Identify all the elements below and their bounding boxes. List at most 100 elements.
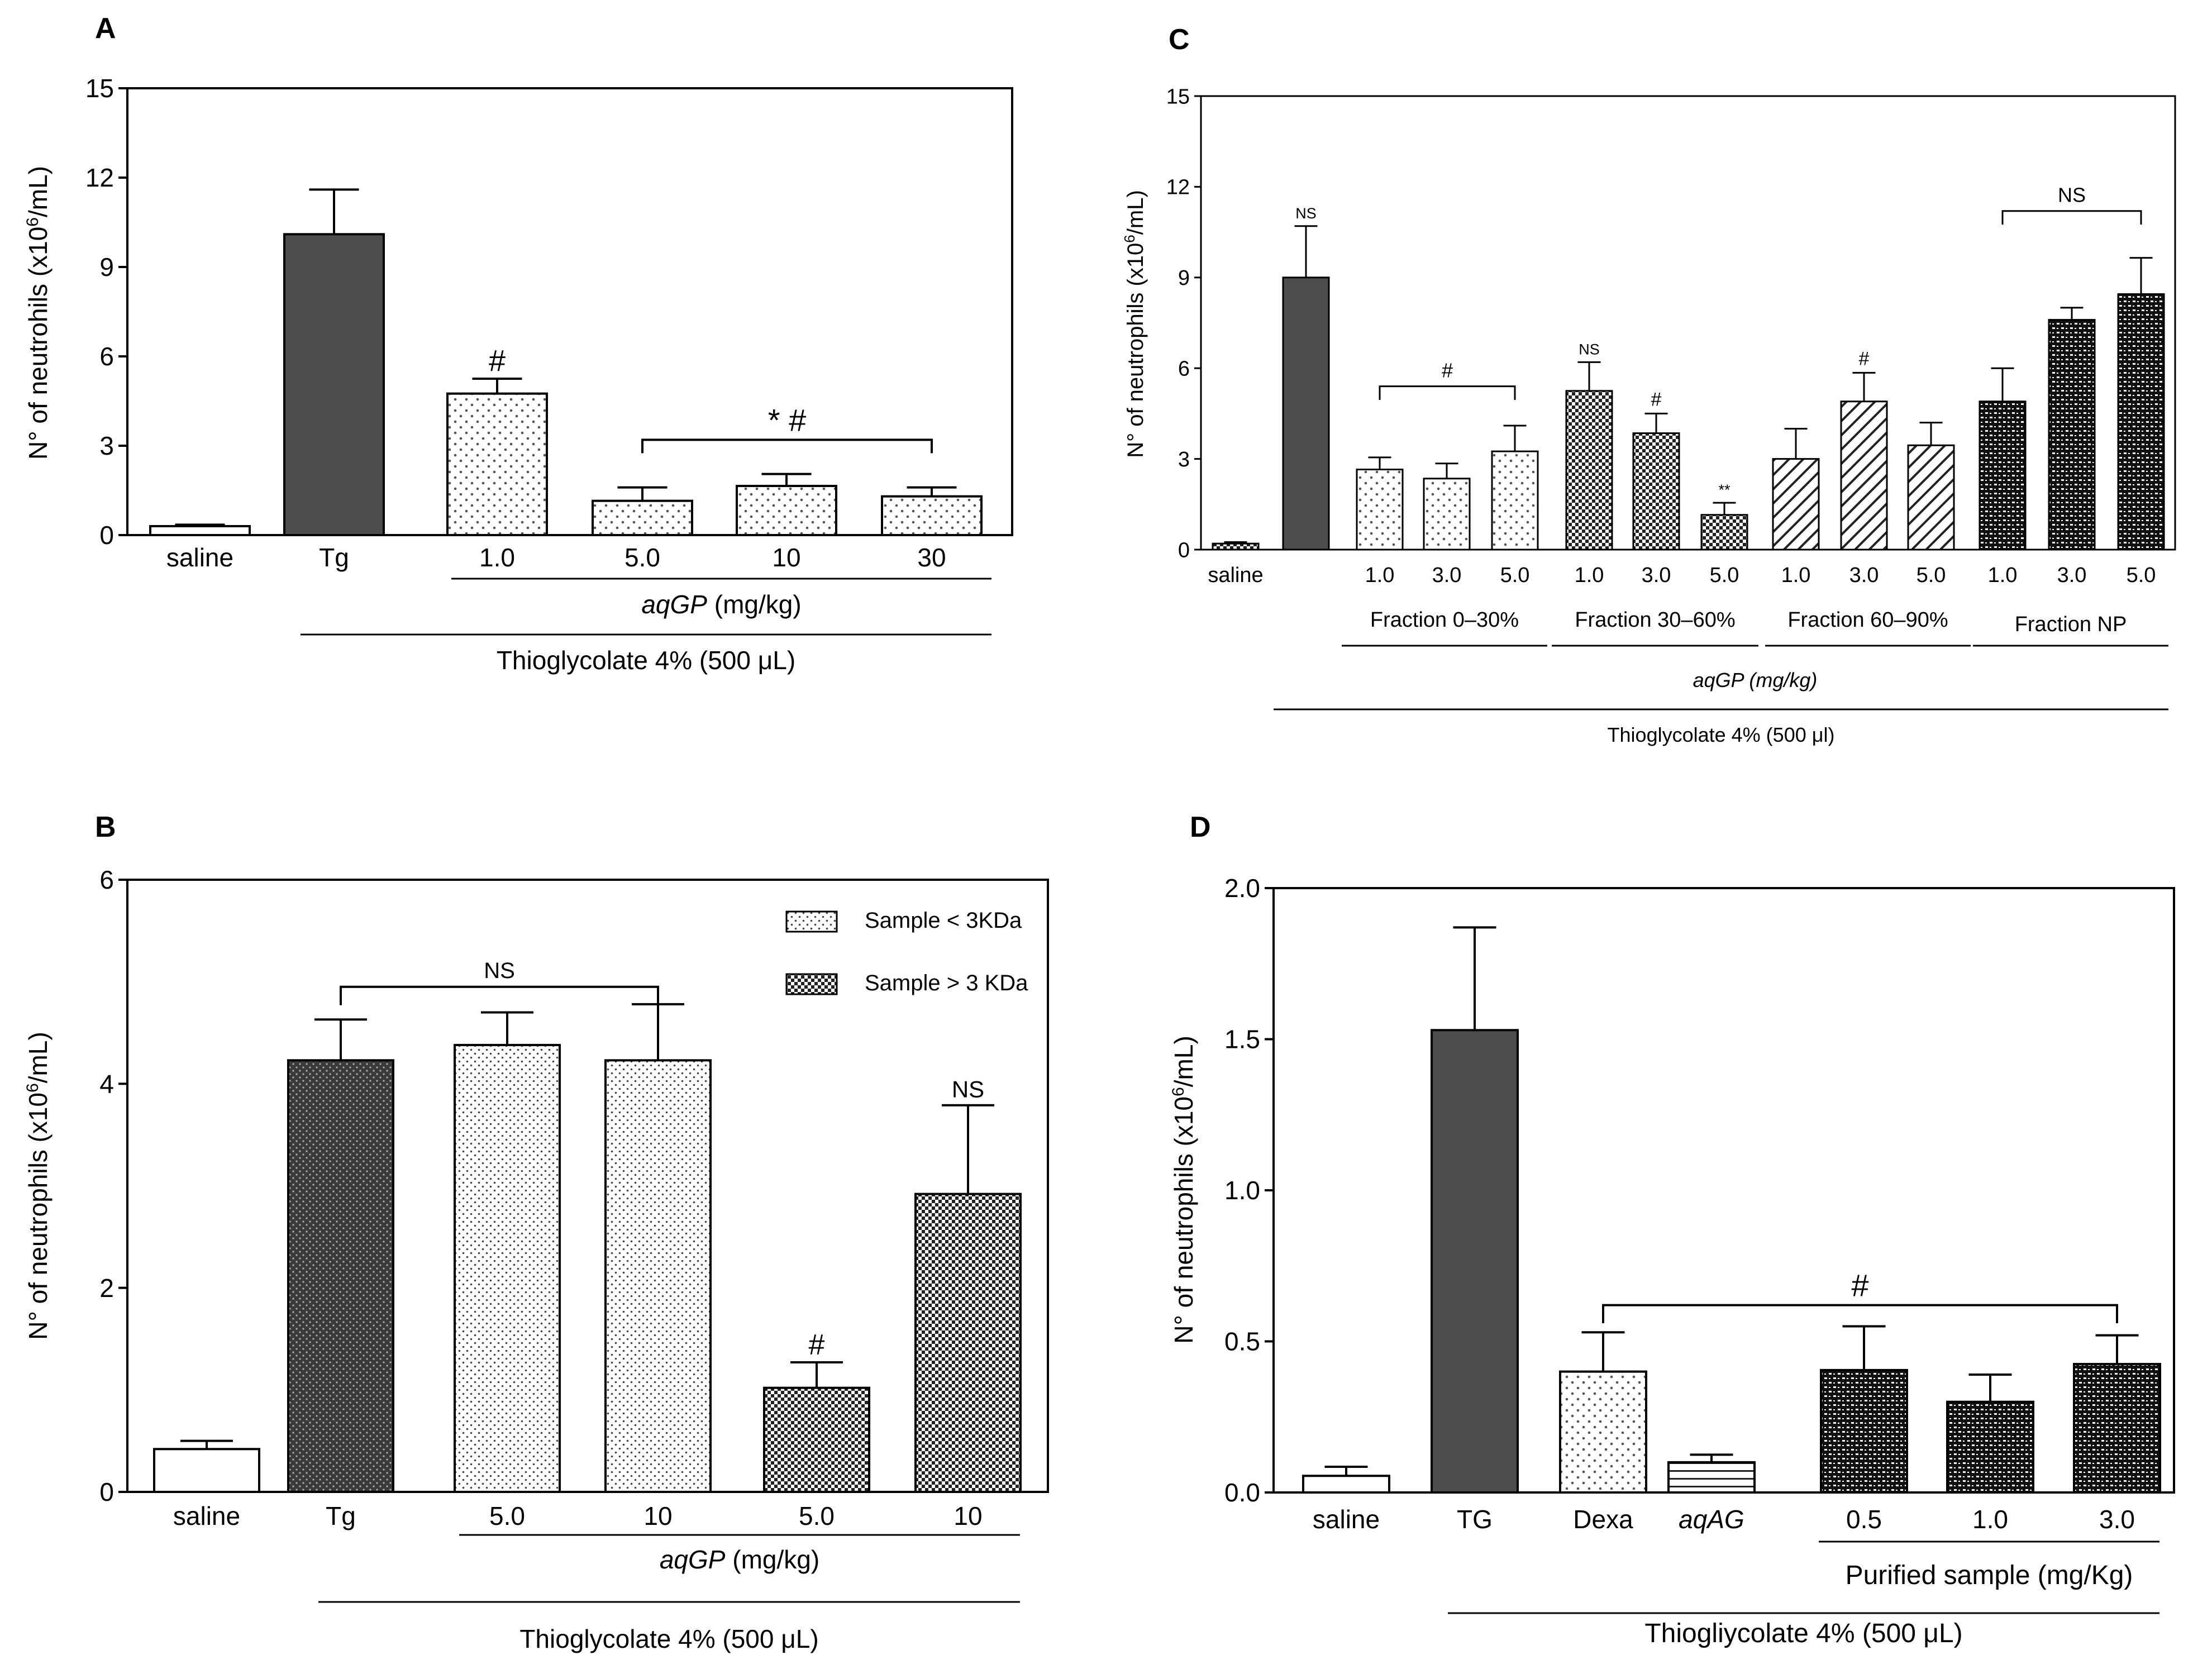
y-axis-label-superscript: 6 bbox=[23, 217, 42, 227]
y-tick-label: 12 bbox=[1166, 176, 1190, 199]
bar bbox=[283, 233, 385, 537]
x-tick-label: 5.0 bbox=[1500, 564, 1530, 587]
y-axis-label: N° of neutrophils (x106/mL) bbox=[23, 1032, 53, 1340]
y-axis-label-tail: /mL) bbox=[23, 1032, 53, 1083]
x-tick-label: 1.0 bbox=[1365, 564, 1395, 587]
y-tick-label: 0.5 bbox=[1224, 1327, 1260, 1356]
bar bbox=[1840, 400, 1888, 551]
group-label-text: (mg/kg) bbox=[725, 1545, 819, 1574]
x-tick-label: 10 bbox=[643, 1501, 672, 1530]
legend-label: Sample > 3 KDa bbox=[865, 971, 1028, 995]
y-tick-label: 1.5 bbox=[1224, 1025, 1260, 1054]
bar bbox=[881, 495, 983, 537]
group-label: aqGP (mg/kg) bbox=[1693, 669, 1818, 691]
x-tick-label: 5.0 bbox=[1917, 564, 1946, 587]
bar bbox=[914, 1193, 1022, 1493]
bar bbox=[1772, 458, 1820, 551]
bar bbox=[1212, 542, 1260, 551]
bar-annotation: ** bbox=[1718, 481, 1730, 498]
x-tick-label: saline bbox=[1313, 1505, 1380, 1534]
group-label-italic: aqGP bbox=[660, 1545, 726, 1574]
y-tick-label: 2 bbox=[99, 1274, 114, 1303]
bar bbox=[1700, 514, 1748, 551]
bar bbox=[1565, 390, 1613, 551]
y-axis-label: N° of neutrophils (x106/mL) bbox=[1121, 190, 1148, 458]
y-axis-label-tail: /mL) bbox=[1123, 190, 1148, 235]
y-tick-label: 15 bbox=[1166, 85, 1190, 108]
bar bbox=[153, 1448, 260, 1494]
bar bbox=[592, 499, 693, 537]
y-axis-label-tail: /mL) bbox=[1169, 1036, 1198, 1087]
group-label: Thioglycolate 4% (500 μl) bbox=[1608, 723, 1835, 746]
y-tick-label: 12 bbox=[85, 163, 114, 192]
panel-letter-d: D bbox=[1190, 811, 1211, 843]
x-tick-label: Tg bbox=[319, 543, 349, 572]
group-label-italic: aqGP (mg/kg) bbox=[1693, 669, 1818, 691]
bar bbox=[149, 525, 251, 536]
bar-annotation: # bbox=[489, 344, 506, 378]
bar-annotation: # bbox=[809, 1329, 825, 1361]
panel-letter-a: A bbox=[95, 12, 116, 45]
y-tick-label: 0 bbox=[1178, 538, 1190, 562]
y-axis-label-tail: /mL) bbox=[23, 166, 53, 217]
bar bbox=[2048, 319, 2096, 551]
x-tick-label: saline bbox=[173, 1501, 240, 1530]
x-tick-label: 1.0 bbox=[1781, 564, 1811, 587]
bar bbox=[2073, 1363, 2161, 1494]
bar-annotation: NS bbox=[1295, 205, 1317, 222]
group-label: Thiogliycolate 4% (500 μL) bbox=[1644, 1619, 1962, 1648]
bracket-label: # bbox=[1442, 359, 1453, 382]
y-axis-label-superscript: 6 bbox=[1169, 1087, 1188, 1096]
bar bbox=[1356, 469, 1404, 551]
bracket-label: NS bbox=[484, 958, 515, 983]
bar bbox=[1820, 1368, 1908, 1494]
x-tick-label: 5.0 bbox=[489, 1501, 525, 1530]
bar bbox=[1907, 444, 1955, 551]
group-label: Fraction NP bbox=[2015, 613, 2127, 636]
y-axis-label-superscript: 6 bbox=[23, 1083, 42, 1093]
y-tick-label: 6 bbox=[1178, 357, 1190, 381]
bar bbox=[763, 1386, 870, 1493]
y-tick-label: 6 bbox=[99, 342, 114, 371]
group-label: Fraction 0–30% bbox=[1370, 608, 1519, 632]
x-tick-label: 3.0 bbox=[1642, 564, 1671, 587]
group-label: Purified sample (mg/Kg) bbox=[1846, 1561, 2133, 1590]
x-tick-label: 5.0 bbox=[799, 1501, 835, 1530]
plot-frame bbox=[1272, 887, 2175, 1494]
bar-annotation: # bbox=[1651, 389, 1662, 410]
x-tick-label: 5.0 bbox=[1710, 564, 1739, 587]
bar bbox=[1632, 432, 1680, 551]
group-label: Fraction 60–90% bbox=[1787, 608, 1948, 632]
significance-bracket bbox=[2001, 210, 2142, 225]
group-label-text: Thioglycolate 4% (500 μL) bbox=[497, 646, 795, 675]
plot-frame bbox=[126, 879, 1049, 1493]
y-axis-label: N° of neutrohils (x106/mL) bbox=[23, 166, 53, 460]
bar bbox=[604, 1059, 712, 1493]
x-tick-label: aqAG bbox=[1679, 1505, 1744, 1534]
group-label-text: Fraction 30–60% bbox=[1575, 608, 1735, 632]
y-axis-label: N° of neutrophils (x106/mL) bbox=[1169, 1036, 1199, 1344]
x-tick-label: 3.0 bbox=[1432, 564, 1462, 587]
group-label-text: (mg/kg) bbox=[707, 590, 802, 619]
bar bbox=[1423, 478, 1471, 551]
y-tick-label: 3 bbox=[1178, 448, 1190, 471]
y-tick-label: 15 bbox=[85, 74, 114, 103]
x-tick-label: Tg bbox=[326, 1501, 356, 1530]
bar bbox=[1282, 276, 1330, 551]
x-tick-label: 1.0 bbox=[479, 543, 515, 572]
panel-c-chart: 0 3 6 9 12 15 N° of neutrophils (x106/mL) salin… bbox=[1121, 85, 2176, 746]
bar-annotation: # bbox=[1859, 348, 1870, 369]
y-tick-label: 9 bbox=[1178, 266, 1190, 290]
bracket-label: * # bbox=[768, 402, 807, 437]
plot-frame bbox=[1200, 95, 2176, 551]
y-tick-label: 0 bbox=[99, 1477, 114, 1506]
y-tick-label: 6 bbox=[99, 865, 114, 894]
y-tick-label: 1.0 bbox=[1224, 1176, 1260, 1205]
group-label: aqGP (mg/kg) bbox=[660, 1545, 819, 1574]
y-axis-label-superscript: 6 bbox=[1121, 235, 1138, 242]
x-tick-label: saline bbox=[166, 543, 233, 572]
plot-frame bbox=[126, 87, 1013, 536]
bar bbox=[1431, 1029, 1519, 1494]
